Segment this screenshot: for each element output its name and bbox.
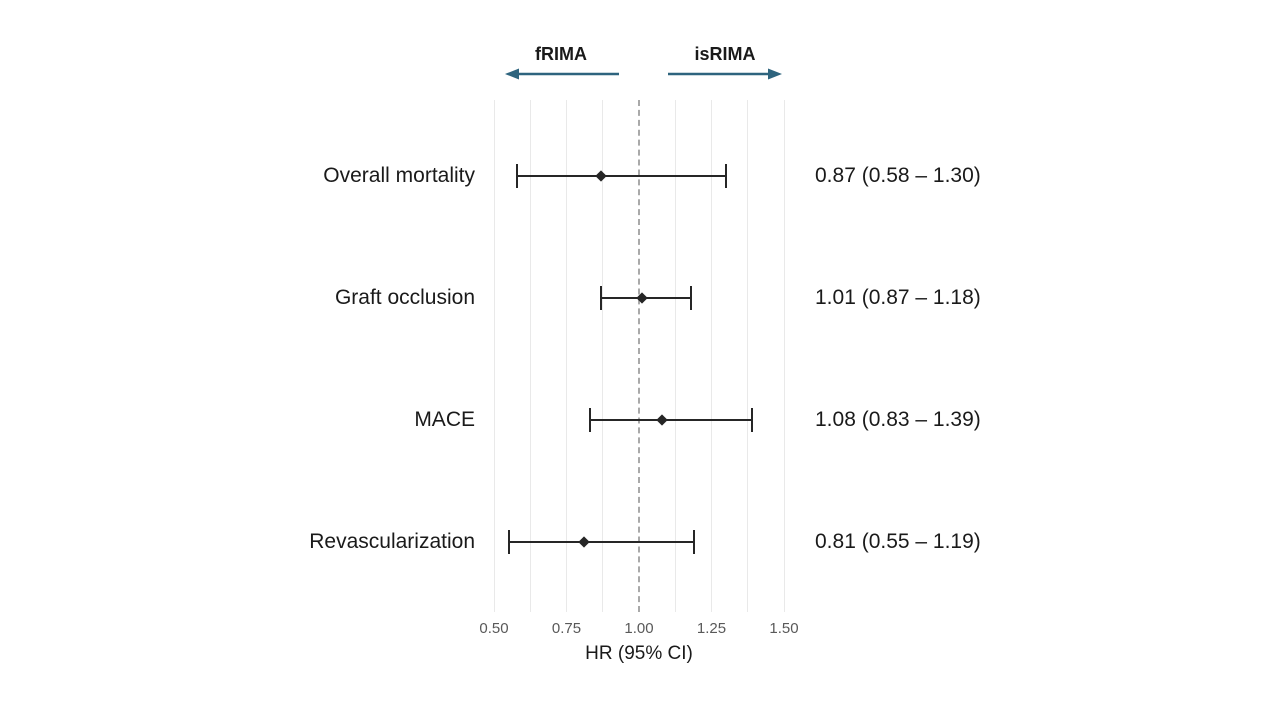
x-tick-label: 1.50 bbox=[769, 620, 799, 637]
x-tick-label: 1.00 bbox=[624, 620, 654, 637]
gridline bbox=[783, 100, 785, 612]
ci-cap bbox=[690, 286, 693, 310]
gridline bbox=[566, 100, 567, 612]
right-arrow-icon bbox=[668, 68, 782, 80]
gridline bbox=[674, 100, 676, 612]
x-tick-label: 1.25 bbox=[696, 620, 727, 637]
ci-cap bbox=[507, 530, 510, 554]
hr-ci-value: 0.87 (0.58 – 1.30) bbox=[815, 164, 981, 187]
ci-cap bbox=[588, 408, 591, 432]
point-estimate-marker bbox=[578, 536, 590, 548]
outcome-label: Overall mortality bbox=[323, 164, 475, 187]
ci-line bbox=[508, 541, 695, 543]
hr-ci-value: 1.01 (0.87 – 1.18) bbox=[815, 286, 981, 309]
point-estimate-marker bbox=[656, 414, 668, 426]
gridline bbox=[602, 100, 604, 612]
ci-cap bbox=[725, 164, 727, 188]
ci-line bbox=[589, 419, 753, 421]
ci-cap bbox=[751, 408, 754, 432]
outcome-label: Graft occlusion bbox=[334, 286, 475, 309]
frima-group-label: fRIMA bbox=[535, 44, 587, 64]
x-axis-title: HR (95% CI) bbox=[585, 643, 693, 664]
outcome-label: Revascularization bbox=[309, 530, 475, 553]
hr-ci-value: 0.81 (0.55 – 1.19) bbox=[815, 530, 981, 553]
gridline bbox=[493, 100, 495, 612]
gridline bbox=[711, 100, 712, 612]
gridline bbox=[529, 100, 531, 612]
outcome-label: MACE bbox=[414, 408, 475, 431]
x-tick-label: 0.75 bbox=[551, 620, 582, 637]
ci-cap bbox=[600, 286, 603, 310]
gridline bbox=[747, 100, 749, 612]
ci-cap bbox=[516, 164, 519, 188]
left-arrow-icon bbox=[505, 68, 619, 80]
point-estimate-marker bbox=[595, 170, 607, 182]
ci-cap bbox=[693, 530, 696, 554]
hr-ci-value: 1.08 (0.83 – 1.39) bbox=[815, 408, 981, 431]
x-tick-label: 0.50 bbox=[479, 620, 509, 637]
isrima-group-label: isRIMA bbox=[694, 44, 756, 64]
reference-line-1.0 bbox=[638, 100, 640, 612]
ci-line bbox=[517, 175, 726, 177]
